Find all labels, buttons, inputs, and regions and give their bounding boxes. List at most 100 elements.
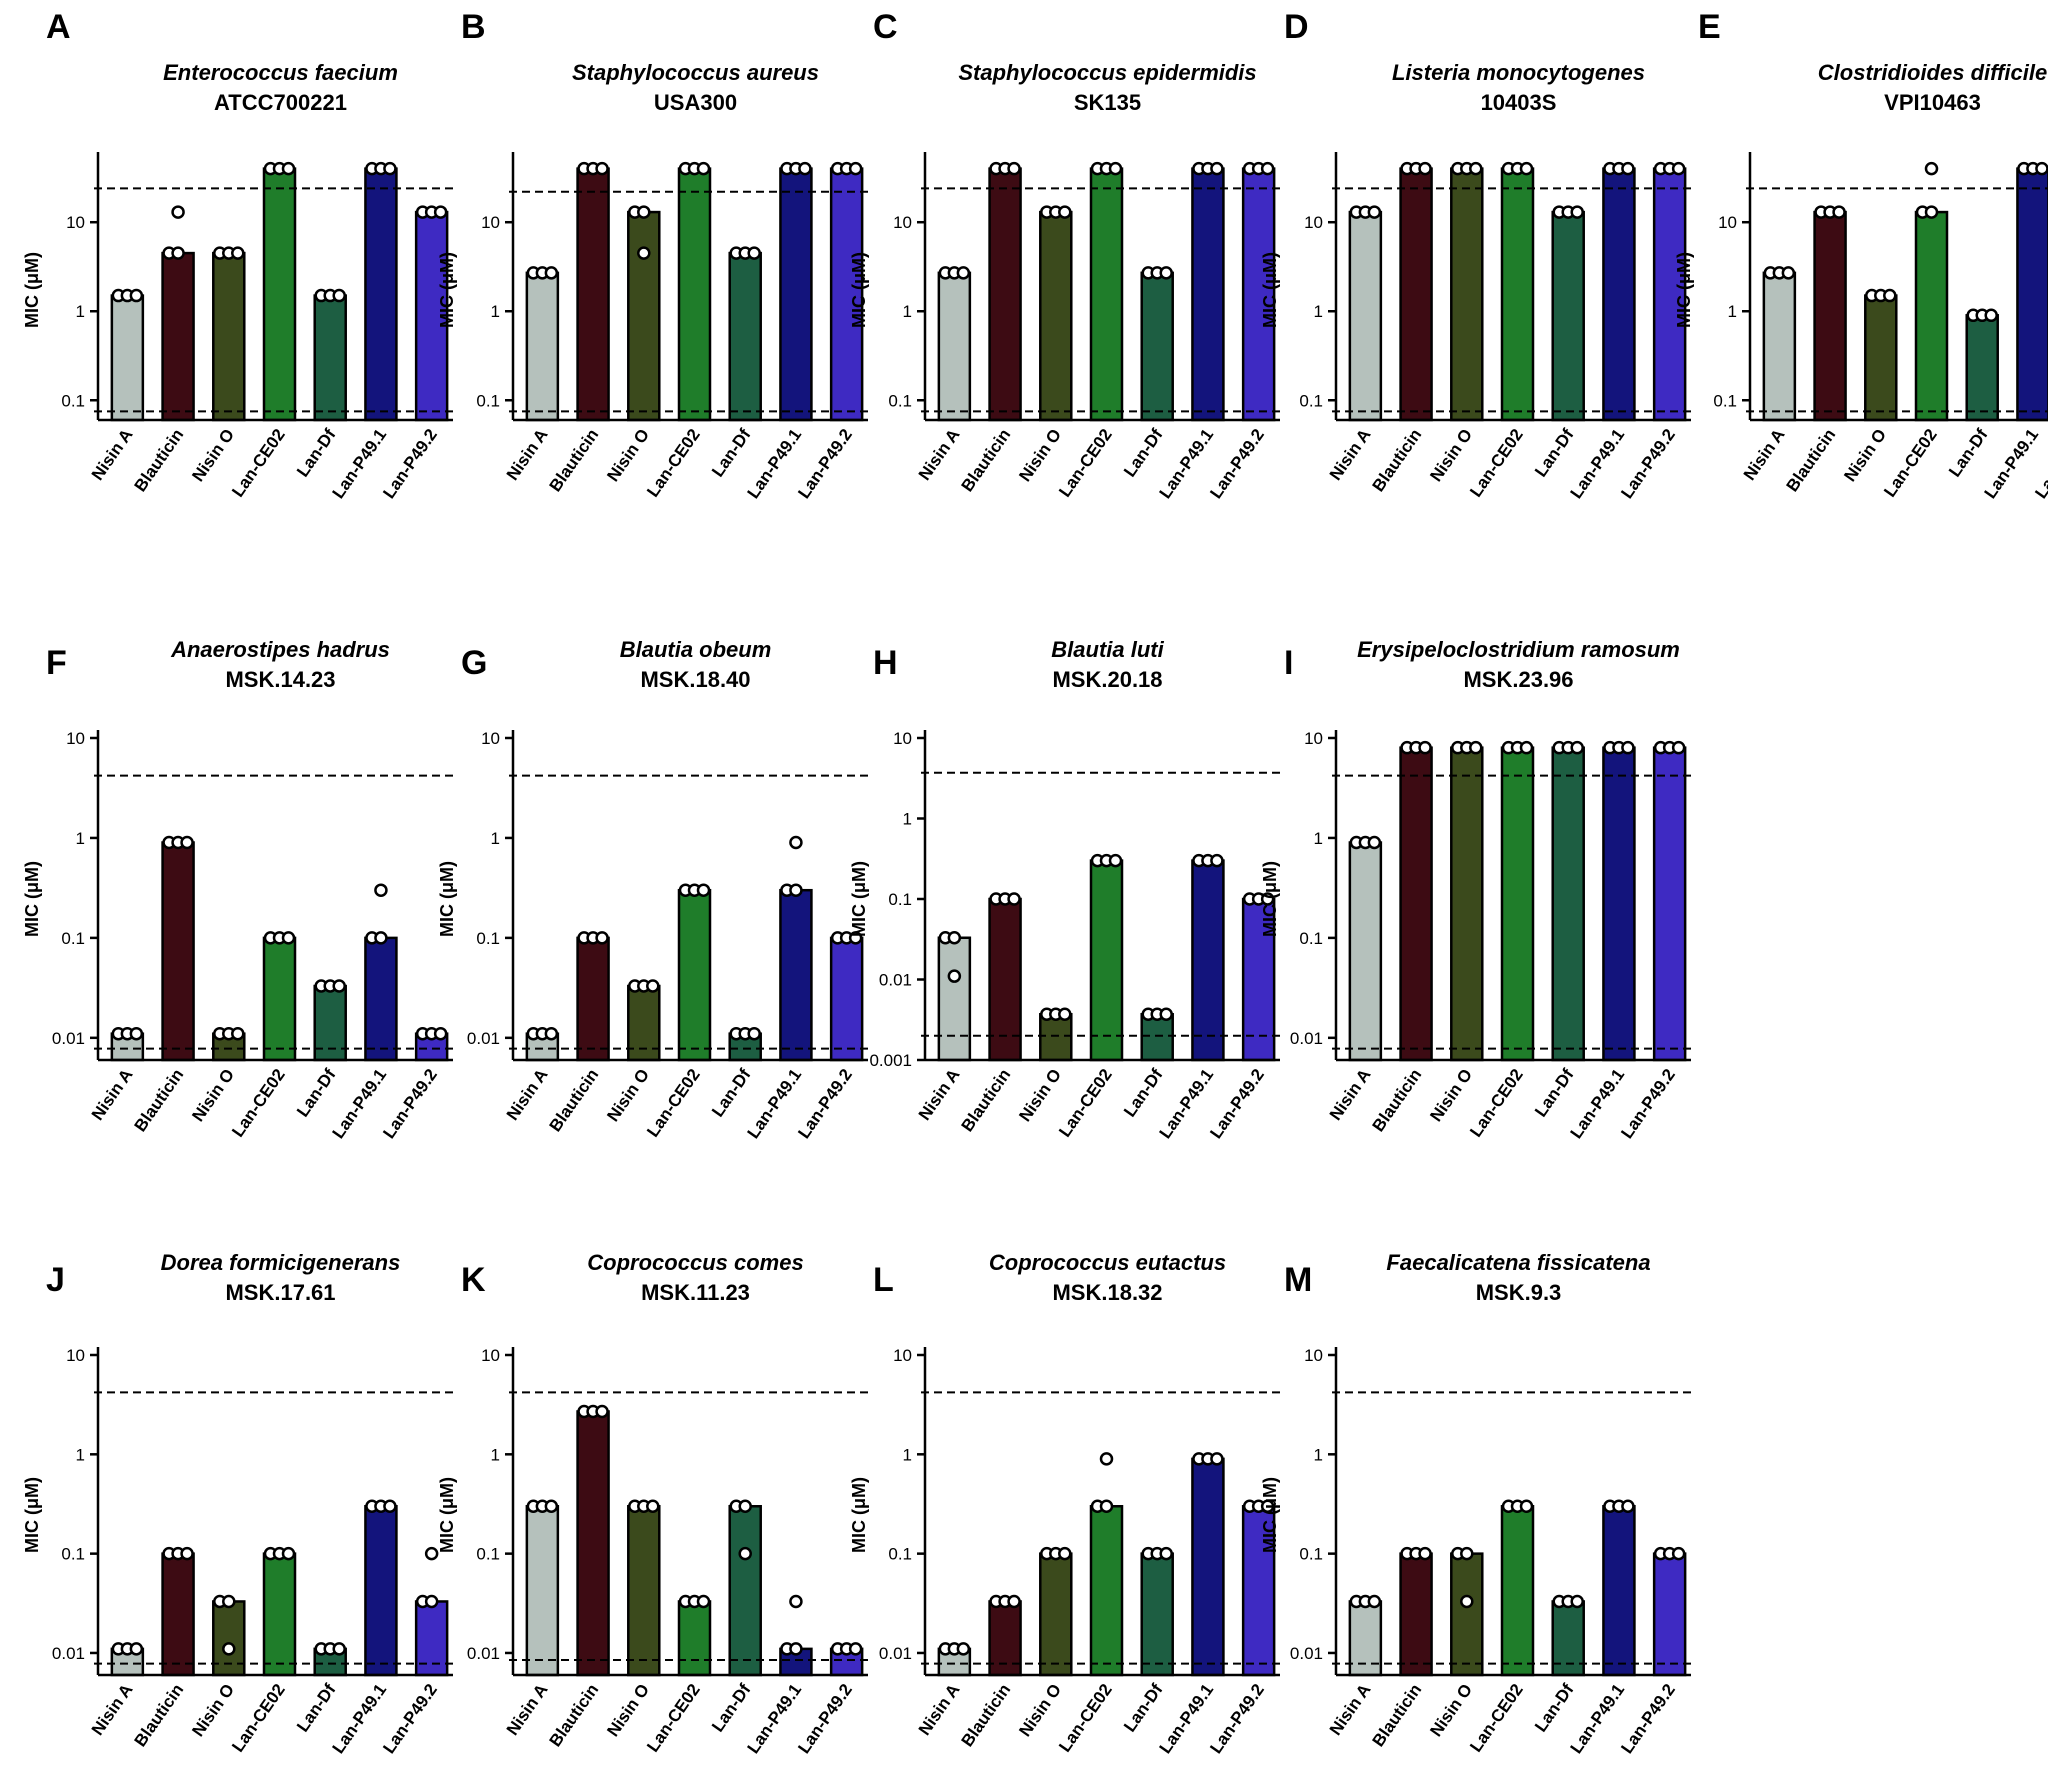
panel-label: F — [46, 644, 67, 682]
category-label: Nisin A — [915, 1680, 964, 1738]
y-tick-label: 10 — [66, 1346, 85, 1365]
bar-nisin-a — [937, 271, 972, 422]
y-tick-label: 10 — [1304, 1346, 1323, 1365]
replicate-point — [544, 1499, 559, 1514]
replicate-point — [433, 1026, 448, 1041]
category-label: Lan-Df — [708, 425, 755, 480]
replicate-point — [544, 1026, 559, 1041]
category-label: Lan-Df — [1531, 1065, 1578, 1120]
replicate-point — [738, 1499, 752, 1514]
replicate-point — [1883, 288, 1897, 303]
bar-lan-df — [728, 251, 762, 422]
panel-title-organism: Staphylococcus aureus — [572, 60, 819, 85]
replicate-point — [956, 1642, 971, 1656]
replicate-point — [2035, 161, 2048, 176]
bar-lan-p49-1 — [1602, 167, 1636, 422]
y-tick-label: 1 — [76, 1445, 85, 1464]
bar-blauticin — [1399, 746, 1433, 1062]
panel-title-strain: SK135 — [1074, 90, 1141, 115]
y-axis-label: MIC (μM) — [22, 861, 42, 937]
category-label: Lan-Df — [1531, 425, 1578, 480]
replicate-point — [544, 266, 559, 280]
y-tick-label: 0.1 — [888, 890, 912, 909]
replicate-point — [947, 969, 962, 983]
panel-l: L Coprococcus eutactus MSK.18.32 MIC (μM) 0.… — [849, 1250, 1280, 1757]
panel-e: E Clostridioides difficile VPI10463 MIC (μM… — [1674, 8, 2048, 502]
bar-nisin-a — [1348, 210, 1383, 422]
bar-nisin-o — [1450, 746, 1484, 1062]
panel-title-strain: MSK.18.40 — [640, 667, 750, 692]
replicate-point — [747, 1026, 761, 1041]
replicate-point — [1570, 1594, 1584, 1609]
replicate-point — [848, 161, 863, 176]
replicate-point — [1671, 161, 1686, 176]
replicate-point — [1367, 205, 1382, 219]
y-tick-label: 0.01 — [52, 1644, 85, 1663]
replicate-point — [1367, 1594, 1382, 1609]
bar-nisin-o — [627, 210, 661, 422]
panel-label: B — [461, 8, 486, 46]
replicate-point — [1469, 161, 1483, 176]
panel-h: H Blautia luti MSK.20.18 MIC (μM) 0.001 0.01 0… — [849, 637, 1280, 1142]
replicate-point — [1924, 205, 1939, 219]
bar-lan-ce02 — [1089, 167, 1124, 422]
replicate-point — [1984, 308, 1998, 323]
y-axis-label: MIC (μM) — [849, 1477, 869, 1553]
replicate-point — [222, 1594, 236, 1609]
replicate-point — [281, 1546, 296, 1561]
replicate-point — [789, 835, 803, 850]
replicate-point — [1621, 161, 1635, 176]
replicate-point — [1671, 1546, 1686, 1561]
y-tick-label: 1 — [903, 1445, 912, 1464]
y-tick-label: 10 — [66, 729, 85, 748]
bar-lan-df — [313, 294, 347, 422]
replicate-point — [1108, 161, 1123, 176]
replicate-point — [738, 1546, 752, 1561]
replicate-point — [1671, 740, 1686, 755]
replicate-point — [646, 1499, 660, 1514]
panel-title-organism: Staphylococcus epidermidis — [958, 60, 1256, 85]
panel-title-organism: Coprococcus eutactus — [989, 1250, 1226, 1275]
replicate-point — [180, 835, 194, 850]
replicate-point — [595, 931, 609, 945]
panel-label: D — [1284, 8, 1309, 46]
bar-lan-ce02 — [262, 167, 297, 422]
bar-blauticin — [576, 167, 610, 422]
bar-lan-df — [728, 1505, 762, 1677]
category-label: Nisin O — [603, 425, 653, 485]
y-tick-label: 10 — [481, 1346, 500, 1365]
replicate-point — [1519, 1499, 1534, 1514]
replicate-point — [646, 979, 660, 993]
replicate-point — [1260, 161, 1275, 176]
panel-j: J Dorea formicigenerans MSK.17.61 MIC (μM) 0… — [22, 1250, 453, 1757]
category-label: Blauticin — [958, 425, 1015, 495]
panel-m: M Faecalicatena fissicatena MSK.9.3 MIC (μM… — [1260, 1250, 1691, 1757]
replicate-point — [1260, 892, 1275, 906]
bar-blauticin — [576, 936, 610, 1062]
bar-lan-p49-1 — [1602, 746, 1636, 1062]
y-tick-label: 0.01 — [467, 1644, 500, 1663]
bar-nisin-a — [937, 936, 972, 1062]
replicate-point — [1058, 1007, 1072, 1022]
replicate-point — [1519, 161, 1534, 176]
replicate-point — [595, 1404, 609, 1419]
category-label: Blauticin — [1369, 1065, 1426, 1135]
replicate-point — [383, 1499, 397, 1514]
y-axis-label: MIC (μM) — [849, 252, 869, 328]
y-tick-label: 1 — [903, 810, 912, 829]
y-tick-label: 10 — [893, 1346, 912, 1365]
panel-title-strain: MSK.23.96 — [1463, 667, 1573, 692]
category-label: Blauticin — [1369, 1680, 1426, 1750]
panel-title-organism: Blautia obeum — [620, 637, 772, 662]
replicate-point — [1058, 1546, 1072, 1561]
y-axis-label: MIC (μM) — [1260, 861, 1280, 937]
panel-title-organism: Listeria monocytogenes — [1392, 60, 1645, 85]
y-tick-label: 0.01 — [467, 1029, 500, 1048]
y-axis-label: MIC (μM) — [1260, 1477, 1280, 1553]
y-tick-label: 10 — [66, 213, 85, 232]
bar-nisin-o — [1039, 1013, 1073, 1062]
replicate-point — [696, 161, 711, 176]
replicate-point — [1007, 892, 1021, 906]
panel-label: I — [1284, 644, 1293, 682]
